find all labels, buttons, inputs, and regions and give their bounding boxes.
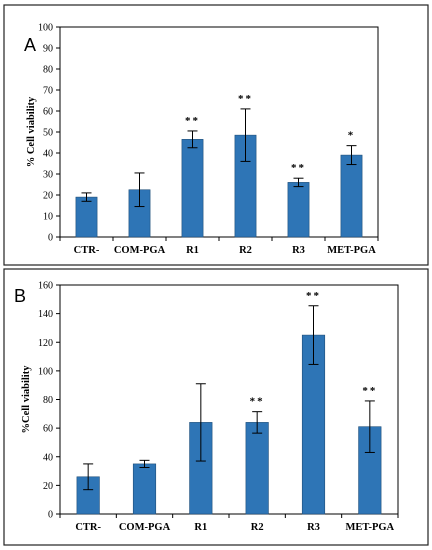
y-tick-label: 60: [43, 424, 53, 435]
y-tick-label: 0: [48, 233, 53, 244]
y-tick-label: 40: [43, 149, 53, 160]
category-label: R1: [186, 245, 199, 256]
y-tick-label: 0: [48, 510, 53, 521]
y-tick-label: 80: [43, 395, 53, 406]
panel-label: A: [24, 35, 36, 55]
y-axis-label: %Cell viability: [21, 365, 32, 434]
bar-r3: [287, 182, 310, 238]
significance-marker: **: [362, 385, 377, 397]
panel-a: A 0 10 20 30 40 50 60 70 80 90 100 % Cell viability C…: [24, 23, 379, 256]
y-tick-label: 60: [43, 107, 53, 118]
y-tick-label: 140: [38, 309, 53, 320]
y-tick-label: 20: [43, 191, 53, 202]
plot-area: [59, 26, 379, 238]
significance-marker: **: [238, 93, 253, 105]
category-label: CTR-: [75, 522, 101, 533]
plot-area: [59, 284, 399, 515]
panel-label: B: [14, 286, 26, 306]
category-label: R2: [239, 245, 252, 256]
significance-marker: **: [185, 115, 200, 127]
significance-marker: *: [348, 130, 356, 142]
bar-ctr-: [75, 196, 98, 238]
significance-marker: **: [291, 162, 306, 174]
y-tick-label: 100: [38, 366, 53, 377]
y-tick-label: 70: [43, 86, 53, 97]
y-tick-label: 40: [43, 452, 53, 463]
bar-r2: [245, 422, 269, 515]
category-label: COM-PGA: [119, 522, 171, 533]
y-tick-label: 100: [38, 23, 53, 34]
panel-b: B 0 20 40 60 80 100 120 140 160 %Cell viability CTR…: [14, 281, 399, 533]
category-label: COM-PGA: [114, 245, 166, 256]
y-axis-label: % Cell viability: [26, 96, 37, 167]
y-tick-label: 20: [43, 481, 53, 492]
category-label: R2: [251, 522, 264, 533]
y-tick-label: 80: [43, 65, 53, 76]
category-label: MET-PGA: [346, 522, 395, 533]
category-label: MET-PGA: [327, 245, 376, 256]
category-label: R3: [292, 245, 305, 256]
y-tick-label: 30: [43, 170, 53, 181]
category-label: CTR-: [74, 245, 100, 256]
bar-r1: [181, 139, 204, 238]
y-tick-label: 50: [43, 128, 53, 139]
y-tick-label: 120: [38, 338, 53, 349]
category-label: R3: [307, 522, 320, 533]
y-tick-label: 90: [43, 44, 53, 55]
bar-com-pga: [132, 463, 157, 515]
category-label: R1: [194, 522, 207, 533]
significance-marker: **: [250, 396, 265, 408]
bar-met-pga: [340, 154, 363, 238]
y-tick-label: 10: [43, 212, 53, 223]
significance-marker: **: [306, 290, 321, 302]
y-tick-label: 160: [38, 281, 53, 292]
